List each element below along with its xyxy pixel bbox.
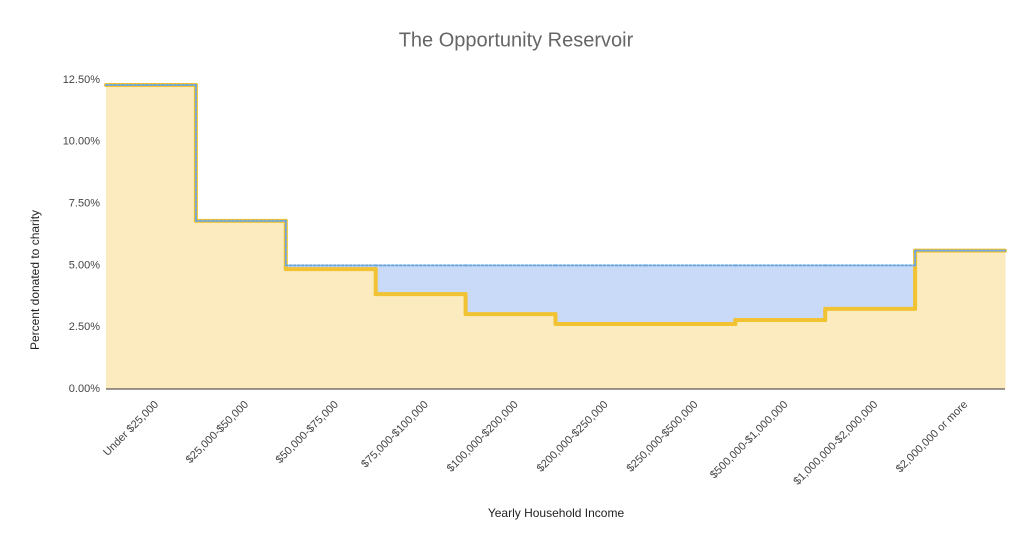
x-tick-label: $1,000,000-$2,000,000 [791, 399, 880, 488]
area-step [915, 250, 1006, 389]
x-tick-label: $2,000,000 or more [894, 399, 970, 475]
y-tick-label: 2.50% [69, 321, 100, 333]
area-step [195, 220, 287, 389]
area-step [645, 323, 736, 389]
y-tick-label: 10.00% [63, 136, 101, 148]
chart-title: The Opportunity Reservoir [399, 29, 634, 51]
area-step [375, 294, 467, 389]
x-tick-label: $500,000-$1,000,000 [708, 399, 790, 481]
y-tick-label: 0.00% [69, 383, 100, 395]
x-tick-label: $250,000-$500,000 [625, 399, 701, 475]
y-tick-label: 5.00% [69, 259, 100, 271]
x-tick-label: $25,000-$50,000 [184, 399, 251, 466]
x-tick-label: $50,000-$75,000 [274, 399, 341, 466]
area-step [465, 314, 556, 389]
area-step [555, 323, 646, 389]
y-tick-label: 12.50% [63, 74, 101, 86]
area-step [735, 320, 826, 389]
area-step [106, 84, 197, 389]
y-axis-title: Percent donated to charity [28, 210, 42, 350]
x-tick-label: $100,000-$200,000 [445, 399, 521, 475]
x-tick-label: $200,000-$250,000 [535, 399, 611, 475]
x-axis-title: Yearly Household Income [488, 506, 625, 520]
y-tick-label: 7.50% [69, 198, 100, 210]
area-step [825, 308, 916, 389]
area-step [285, 269, 377, 389]
x-tick-label: $75,000-$100,000 [359, 399, 431, 471]
x-tick-label: Under $25,000 [101, 399, 161, 459]
